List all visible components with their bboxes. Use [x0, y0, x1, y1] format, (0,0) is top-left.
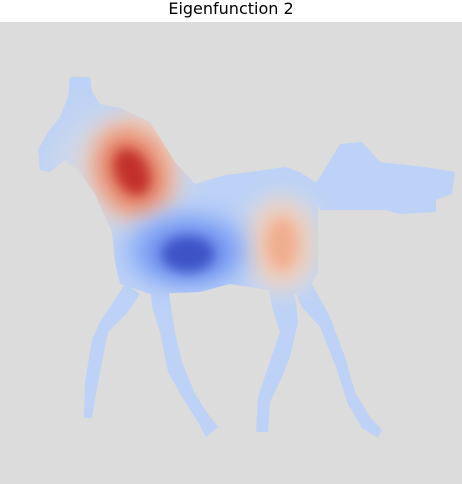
- eigenfunction-plot: [0, 22, 462, 484]
- figure-title: Eigenfunction 2: [168, 0, 294, 18]
- eigenfunction-image: [0, 22, 462, 484]
